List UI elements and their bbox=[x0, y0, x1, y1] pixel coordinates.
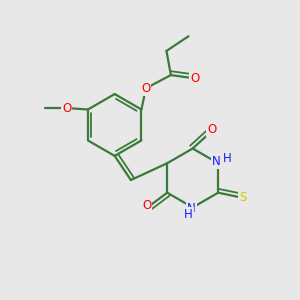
Text: O: O bbox=[142, 200, 151, 212]
Text: H: H bbox=[184, 208, 193, 221]
Text: O: O bbox=[62, 101, 71, 115]
Text: N: N bbox=[212, 155, 221, 168]
Text: H: H bbox=[223, 152, 231, 165]
Text: N: N bbox=[187, 202, 196, 215]
Text: O: O bbox=[207, 123, 217, 136]
Text: O: O bbox=[141, 82, 151, 95]
Text: S: S bbox=[239, 190, 247, 204]
Text: O: O bbox=[190, 71, 200, 85]
